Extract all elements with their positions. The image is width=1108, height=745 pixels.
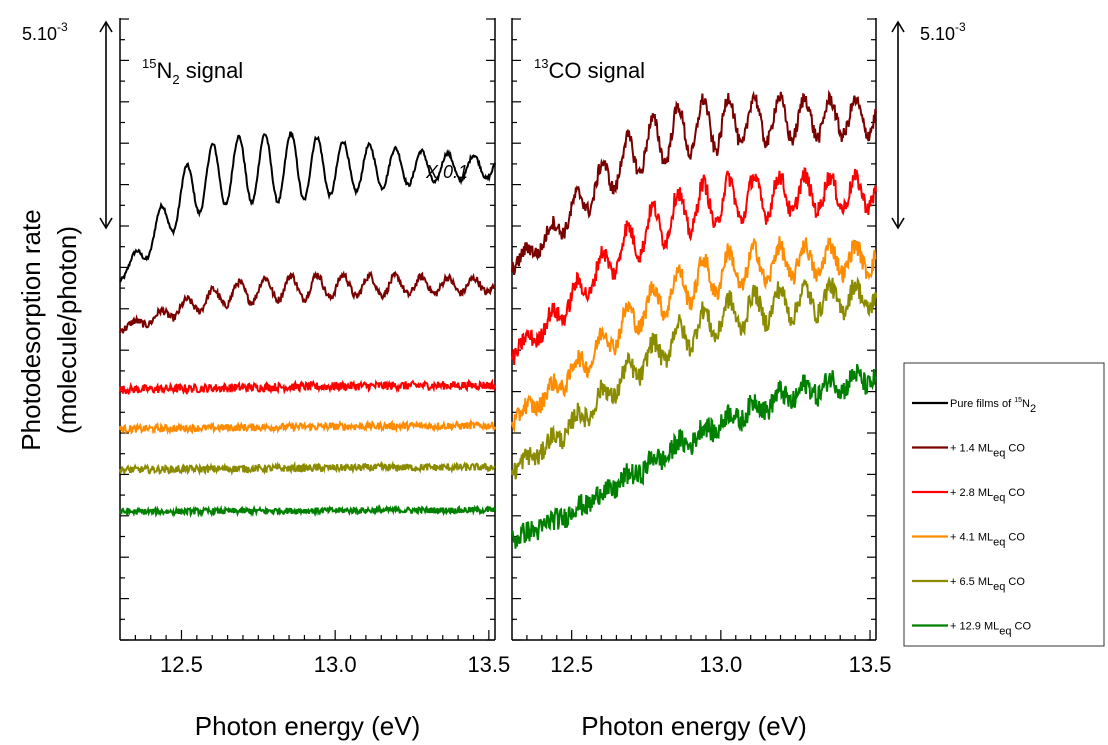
legend-label-ml_1_4: + 1.4 MLeq CO: [950, 443, 1025, 460]
series-line-ml_6_5: [119, 460, 496, 477]
legend-label-pure: Pure films of 15N2: [950, 397, 1036, 415]
x-axis-title: Photon energy (eV): [195, 711, 420, 741]
x-tick-label: 12.5: [550, 652, 593, 677]
scale-bar-arrow-down: [891, 217, 905, 230]
x-tick-label: 12.5: [160, 652, 203, 677]
y-axis-title-line1: Photodesorption rate: [16, 209, 46, 450]
n2-panel: 12.5 13.0 13.5 Photon energy (eV) 15N2 signa…: [22, 18, 510, 741]
x-tick-label: 13.0: [699, 652, 742, 677]
scale-bar-arrow-up: [891, 20, 905, 33]
scale-bar-label: 5.10-3: [920, 20, 966, 44]
co-panel: 12.5 13.0 13.5 Photon energy (eV) 13CO signa…: [511, 18, 966, 741]
legend-box: [903, 362, 1105, 647]
series-line-ml_2_8: [119, 378, 496, 396]
x-tick-label: 13.0: [314, 652, 357, 677]
scale-bar-arrow-down: [99, 217, 113, 230]
legend-label-ml_4_1: + 4.1 MLeq CO: [950, 532, 1025, 549]
series-line-ml_4_1: [511, 236, 877, 433]
x-tick-label: 13.5: [467, 652, 510, 677]
series-line-ml_4_1: [119, 418, 496, 436]
legend-label-ml_2_8: + 2.8 MLeq CO: [950, 487, 1025, 504]
y-axis-title-line2: (molecule/photon): [52, 226, 82, 434]
series-line-ml_1_4: [511, 89, 877, 276]
series-line-ml_12_9: [511, 363, 877, 549]
series-line-ml_2_8: [511, 167, 877, 366]
panel-title: 15N2 signal: [142, 56, 243, 87]
scale-bar-label: 5.10-3: [22, 20, 68, 44]
legend: Pure films of 15N2 + 1.4 MLeq CO + 2.8 MLe…: [903, 362, 1105, 647]
x-tick-label: 13.5: [849, 652, 892, 677]
series-line-ml_12_9: [119, 503, 496, 519]
legend-label-ml_12_9: + 12.9 MLeq CO: [950, 621, 1031, 638]
series-line-ml_1_4: [119, 270, 496, 334]
y-axis-title: Photodesorption rate (molecule/photon): [16, 209, 82, 450]
x-axis-title: Photon energy (eV): [581, 711, 806, 741]
scale-bar-arrow-up: [99, 20, 113, 33]
panel-title: 13CO signal: [534, 56, 645, 83]
series-line-pure: [119, 131, 496, 283]
legend-label-ml_6_5: + 6.5 MLeq CO: [950, 576, 1025, 593]
series-line-ml_6_5: [511, 275, 877, 480]
